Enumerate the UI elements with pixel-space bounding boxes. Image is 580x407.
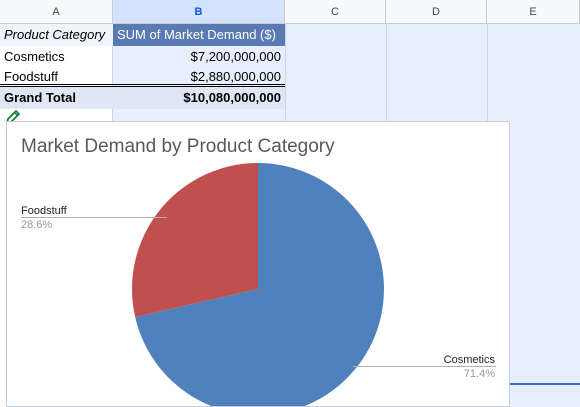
grand-total-label[interactable]: Grand Total (0, 87, 113, 109)
slice-label-cosmetics: Cosmetics 71.4% (443, 353, 495, 381)
column-header-row: A B C D E (0, 0, 580, 24)
pivot-header-category[interactable]: Product Category (0, 24, 113, 46)
column-header-c[interactable]: C (285, 0, 386, 24)
column-header-e[interactable]: E (487, 0, 580, 24)
slice-name: Foodstuff (21, 205, 67, 217)
column-header-a[interactable]: A (0, 0, 113, 24)
leader-line (21, 217, 167, 218)
pie-slice-foodstuff[interactable] (131, 163, 258, 318)
pie-plot (131, 163, 384, 406)
slice-name: Cosmetics (443, 354, 495, 366)
total-separator (0, 84, 285, 87)
column-header-d[interactable]: D (386, 0, 487, 24)
pie-slice-cosmetics[interactable] (135, 163, 384, 406)
grand-total-value[interactable]: $10,080,000,000 (113, 87, 285, 109)
column-header-b[interactable]: B (113, 0, 285, 24)
chart-title: Market Demand by Product Category (21, 136, 335, 157)
pivot-row-label[interactable]: Foodstuff (4, 69, 58, 84)
leader-line (353, 366, 496, 367)
slice-label-foodstuff: Foodstuff 28.6% (21, 204, 67, 232)
pivot-row-label[interactable]: Cosmetics (4, 49, 65, 64)
pivot-header-value[interactable]: SUM of Market Demand ($) (113, 24, 285, 46)
pivot-row-value[interactable]: $7,200,000,000 (190, 49, 281, 64)
slice-percent: 71.4% (463, 368, 495, 380)
selection-border (510, 383, 580, 385)
pivot-row-value[interactable]: $2,880,000,000 (190, 69, 281, 84)
slice-percent: 28.6% (21, 219, 53, 231)
pie-chart[interactable]: Market Demand by Product Category Foodst… (6, 121, 510, 407)
